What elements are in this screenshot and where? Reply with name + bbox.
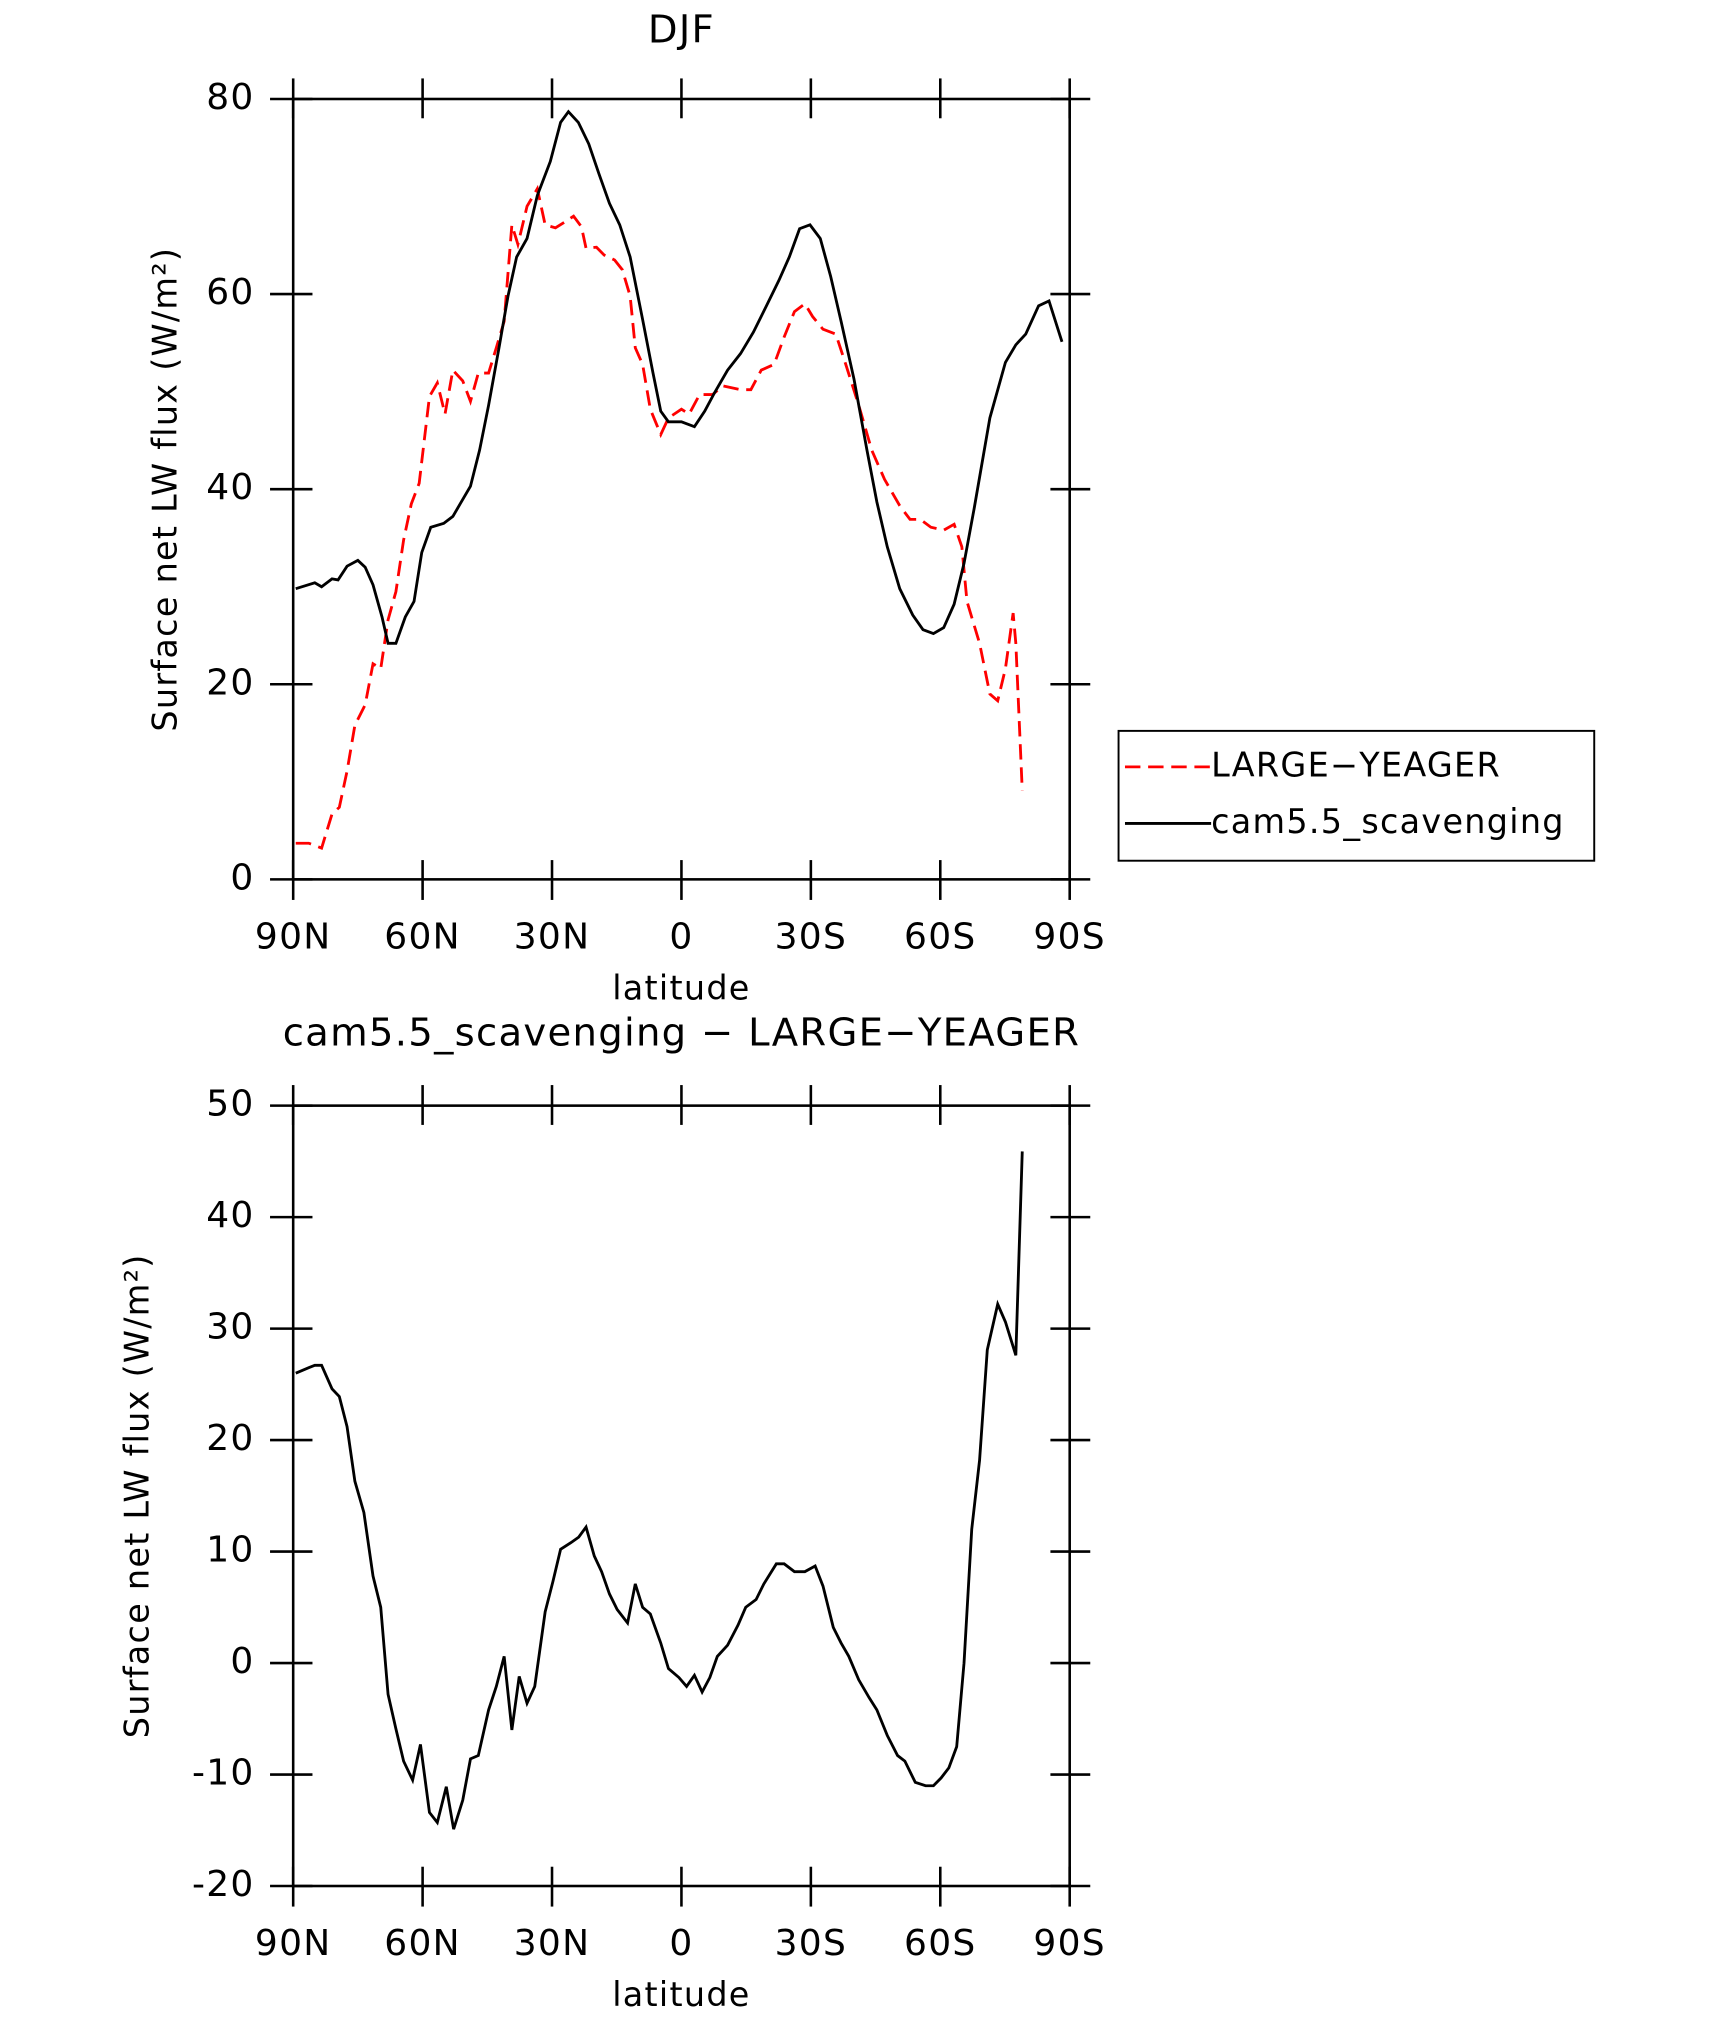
x-axis-label: latitude	[612, 1975, 750, 2014]
y-tick-label: 40	[206, 467, 254, 508]
chart-title: DJF	[648, 8, 715, 53]
y-tick-label: 50	[206, 1084, 254, 1125]
x-tick-label: 30S	[775, 1923, 848, 1964]
y-axis-label: Surface net LW flux (W/m²)	[146, 247, 185, 732]
y-tick-label: 30	[206, 1307, 254, 1348]
x-tick-label: 60N	[384, 917, 461, 958]
x-tick-label: 90N	[255, 1923, 332, 1964]
x-tick-label: 90N	[255, 917, 332, 958]
x-tick-label: 0	[669, 917, 693, 958]
y-tick-label: 10	[206, 1530, 254, 1571]
x-tick-label: 90S	[1033, 1923, 1106, 1964]
x-axis-label: latitude	[612, 968, 750, 1007]
series-line	[295, 184, 1024, 850]
x-tick-label: 30N	[514, 917, 591, 958]
legend-label: cam5.5_scavenging	[1211, 802, 1565, 841]
series-line	[295, 1151, 1024, 1830]
y-tick-label: 40	[206, 1195, 254, 1236]
y-tick-label: -20	[192, 1864, 255, 1905]
x-tick-label: 90S	[1033, 917, 1106, 958]
x-tick-label: 30N	[514, 1923, 591, 1964]
plot-frame	[291, 97, 1071, 881]
y-tick-label: 80	[206, 77, 254, 118]
x-tick-label: 60S	[904, 917, 977, 958]
y-tick-label: 0	[230, 1641, 254, 1682]
y-tick-label: -10	[192, 1753, 255, 1794]
plot-frame	[291, 1104, 1071, 1888]
series-line	[295, 109, 1064, 645]
y-axis-label: Surface net LW flux (W/m²)	[117, 1253, 156, 1738]
chart-title: cam5.5_scavenging − LARGE−YEAGER	[283, 1010, 1080, 1055]
y-tick-label: 20	[206, 1418, 254, 1459]
x-tick-label: 60S	[904, 1923, 977, 1964]
y-tick-label: 60	[206, 272, 254, 313]
legend-box	[1117, 729, 1596, 862]
y-tick-label: 20	[206, 662, 254, 703]
legend-label: LARGE−YEAGER	[1211, 745, 1501, 784]
x-tick-label: 30S	[775, 917, 848, 958]
x-tick-label: 60N	[384, 1923, 461, 1964]
x-tick-label: 0	[669, 1923, 693, 1964]
y-tick-label: 0	[230, 857, 254, 898]
